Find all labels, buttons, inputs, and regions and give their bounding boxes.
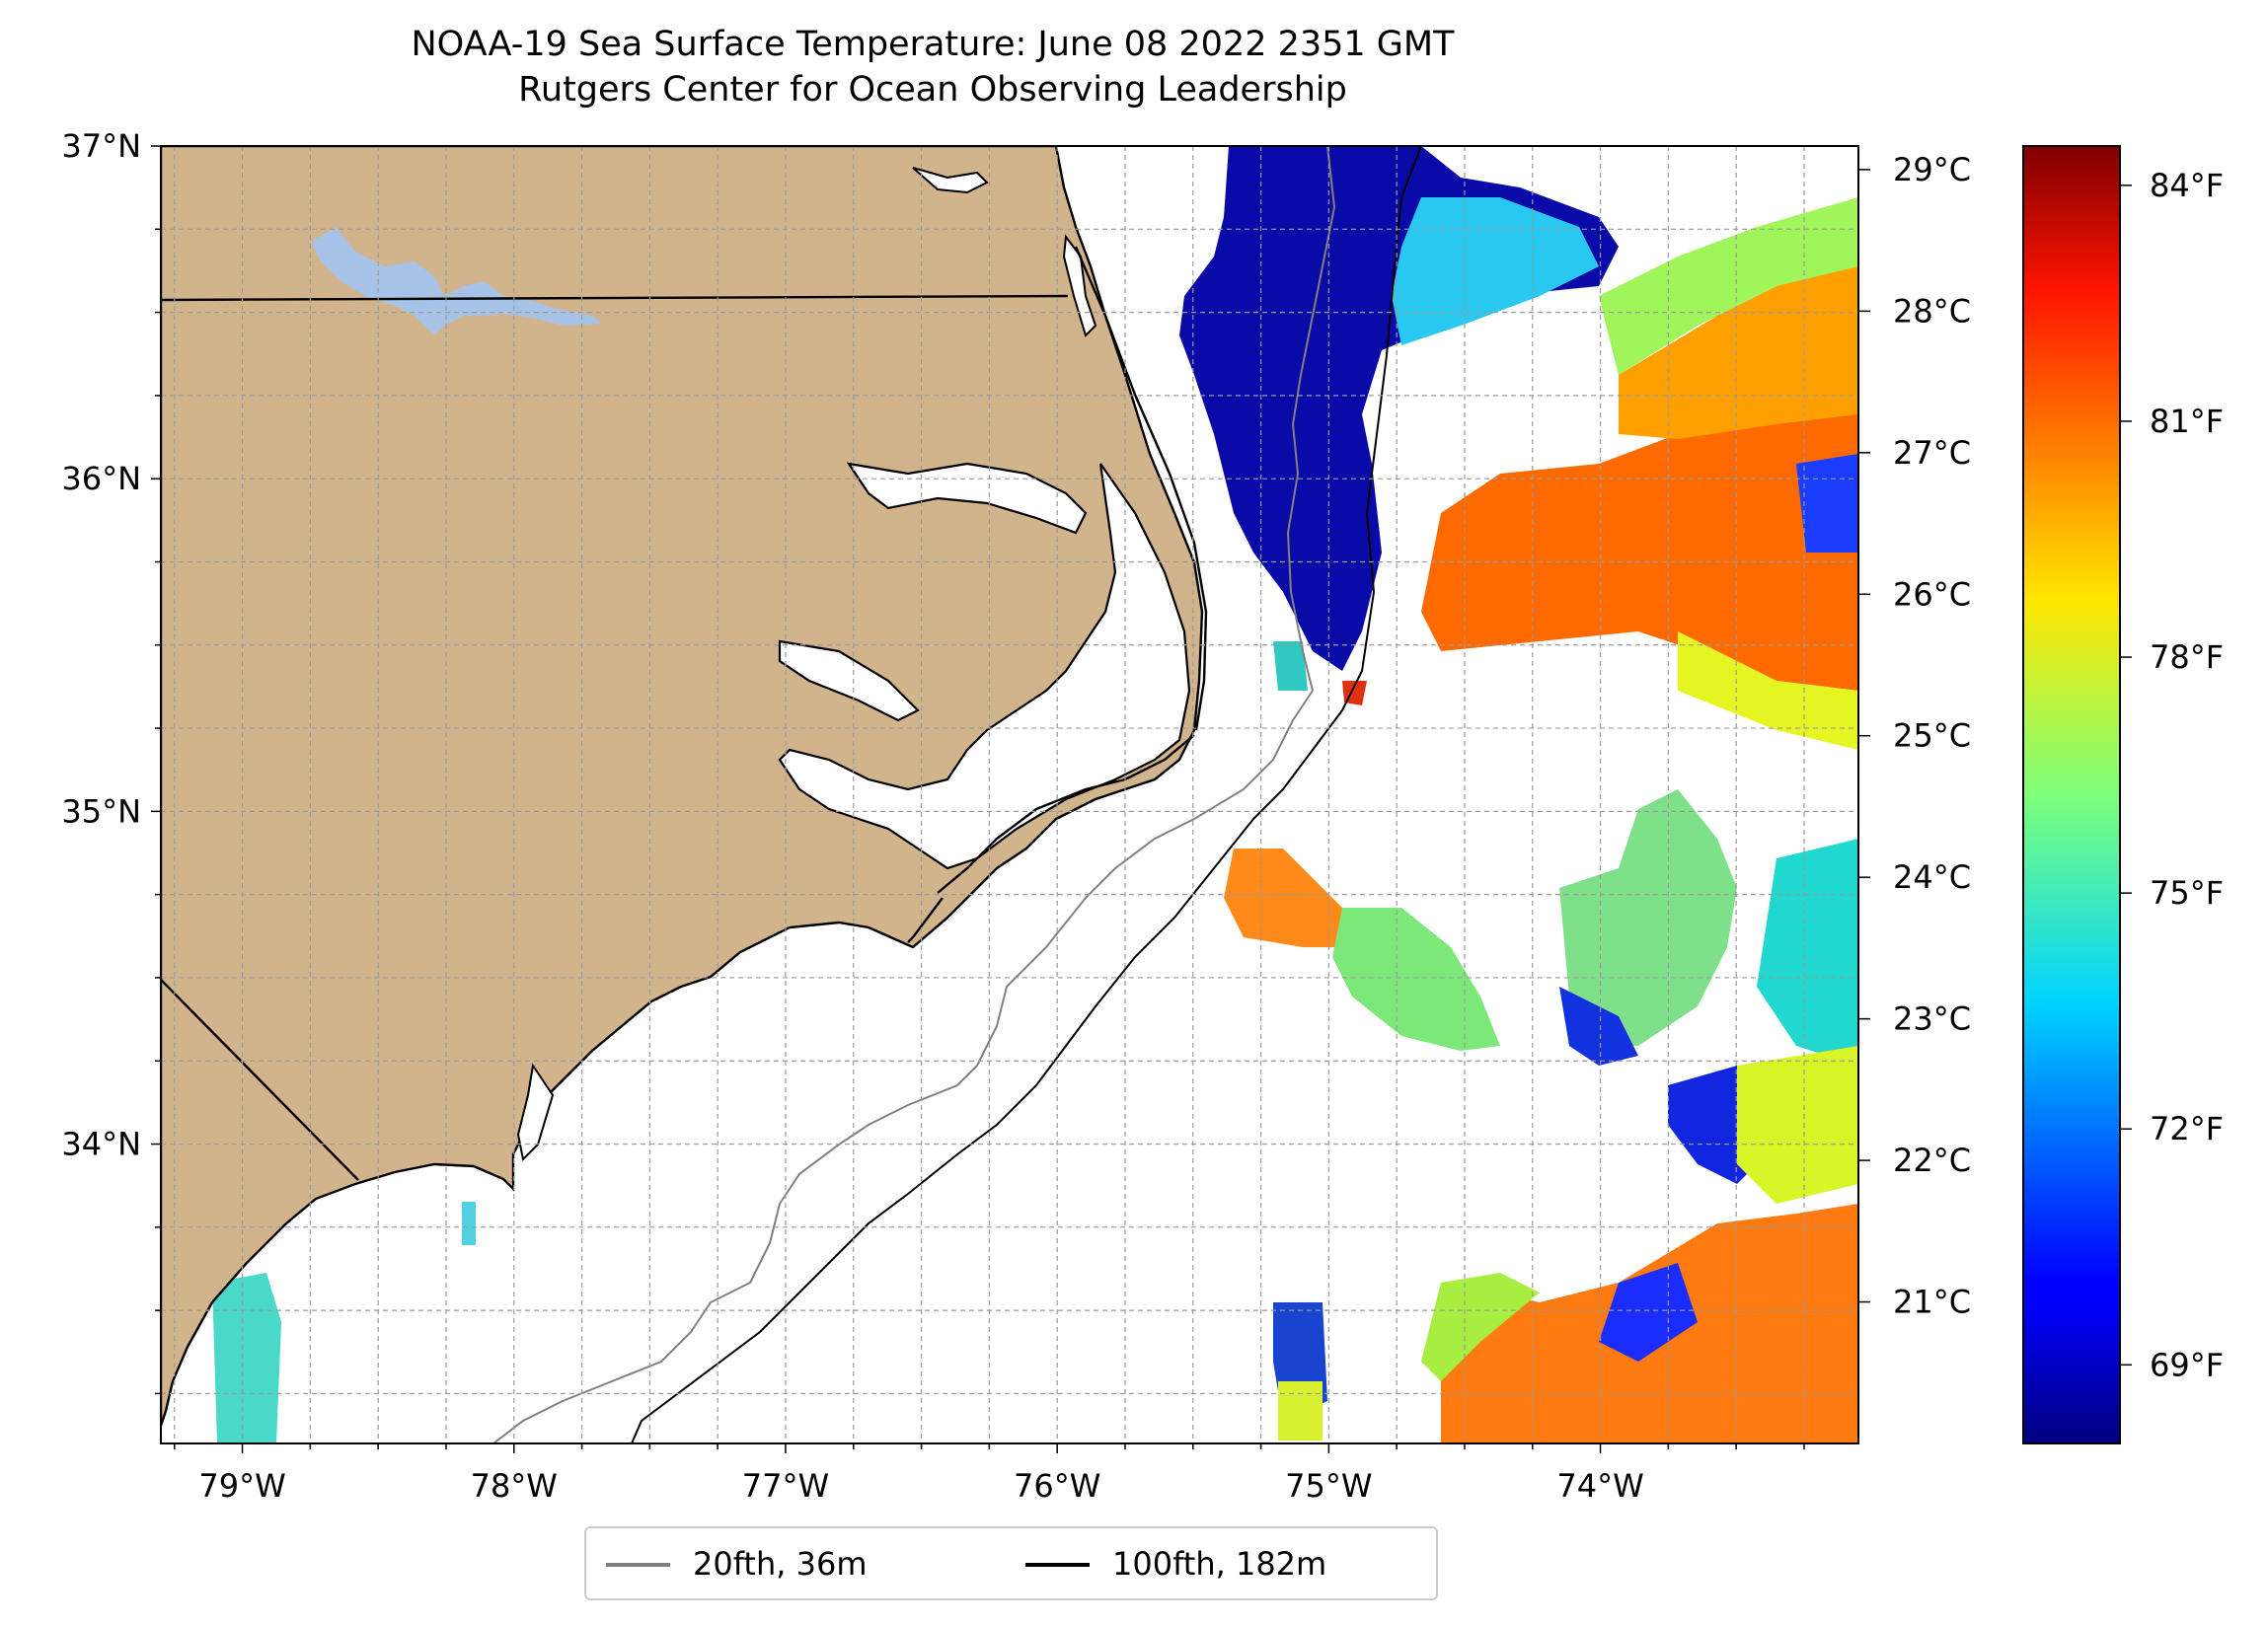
- sst-patch-south-green: [1421, 1273, 1540, 1381]
- lat-tick-label: 35°N: [61, 792, 141, 830]
- celsius-tick-label: 26°C: [1893, 575, 1971, 613]
- sst-patch-small-coast2: [462, 1202, 476, 1245]
- sst-patch-east-yellow: [1678, 631, 1858, 750]
- sst-patch-blue-right: [1796, 454, 1858, 553]
- sst-patch-warm-band: [1421, 395, 1858, 691]
- sst-patch-small-cyan: [1273, 641, 1308, 691]
- fahrenheit-tick-label: 84°F: [2150, 167, 2224, 204]
- celsius-tick-label: 22°C: [1893, 1142, 1971, 1179]
- celsius-tick-label: 24°C: [1893, 858, 1971, 896]
- sst-patch-north-cyan: [1392, 197, 1599, 345]
- sst-patch-southwest-coast: [212, 1273, 281, 1443]
- legend-label-100fth: 100fth, 182m: [1112, 1545, 1327, 1583]
- celsius-tick-label: 25°C: [1893, 717, 1971, 755]
- gridlines: [161, 146, 1858, 1443]
- cape-fear-river: [516, 1063, 555, 1162]
- sst-patch-southeast-yellow: [1737, 1046, 1858, 1204]
- colorbar-celsius-axis: 29°C 28°C 27°C 26°C 25°C 24°C 23°C 22°C 21°C: [1858, 151, 1971, 1321]
- lon-tick-label: 75°W: [1285, 1467, 1372, 1505]
- chart-title: NOAA-19 Sea Surface Temperature: June 08…: [0, 22, 1865, 112]
- lon-axis: 79°W 78°W 77°W 76°W 75°W 74°W: [174, 1443, 1805, 1505]
- celsius-tick-label: 28°C: [1893, 292, 1971, 330]
- bay-north: [912, 167, 989, 194]
- currituck-inlet: [1062, 234, 1097, 337]
- title-line-1: NOAA-19 Sea Surface Temperature: June 08…: [411, 25, 1455, 64]
- sst-patch-east-green: [1599, 197, 1858, 375]
- celsius-tick-label: 29°C: [1893, 151, 1971, 188]
- lat-tick-label: 36°N: [61, 460, 141, 497]
- lon-tick-label: 74°W: [1556, 1467, 1643, 1505]
- fahrenheit-tick-label: 75°F: [2150, 874, 2224, 912]
- lake-kerr: [311, 227, 602, 335]
- title-line-2: Rutgers Center for Ocean Observing Leade…: [518, 70, 1347, 110]
- fahrenheit-tick-label: 81°F: [2150, 403, 2224, 440]
- lat-axis: 37°N 36°N 35°N 34°N: [61, 127, 161, 1395]
- colorbar: [2022, 145, 2121, 1444]
- sst-patch-center-warm: [1224, 849, 1352, 947]
- lon-tick-label: 79°W: [198, 1467, 285, 1505]
- legend-label-20fth: 20fth, 36m: [693, 1545, 868, 1583]
- celsius-tick-label: 21°C: [1893, 1284, 1971, 1321]
- fahrenheit-tick-label: 78°F: [2150, 638, 2224, 676]
- sst-patch-south-small-yellow: [1278, 1381, 1323, 1441]
- pamlico-sound: [778, 463, 1191, 870]
- land-north-carolina: [161, 146, 1204, 1427]
- nc-va-border: [161, 294, 1069, 302]
- lon-tick-label: 76°W: [1014, 1467, 1100, 1505]
- isobath-20fth: [492, 146, 1336, 1443]
- map-area: [161, 146, 1858, 1443]
- lon-tick-label: 77°W: [742, 1467, 829, 1505]
- sst-patch-warm-mid: [1619, 257, 1858, 439]
- colorbar-fahrenheit-axis: 84°F 81°F 78°F 75°F 72°F 69°F: [2120, 167, 2224, 1383]
- sst-patch-far-east-cyan: [1757, 839, 1858, 1066]
- celsius-tick-label: 23°C: [1893, 1000, 1971, 1038]
- legend: 20fth, 36m 100fth, 182m: [584, 1526, 1438, 1600]
- inner-sound: [778, 639, 920, 722]
- sst-patch-south-east-green: [1559, 789, 1737, 1046]
- nc-sc-border: [161, 979, 359, 1181]
- sst-patch-center-mix: [1332, 908, 1500, 1051]
- lon-tick-label: 78°W: [471, 1467, 558, 1505]
- fahrenheit-tick-label: 72°F: [2150, 1110, 2224, 1147]
- legend-swatch-20fth: [606, 1563, 670, 1567]
- fahrenheit-tick-label: 69°F: [2150, 1346, 2224, 1383]
- celsius-tick-label: 27°C: [1893, 434, 1971, 472]
- isobath-100fth: [631, 146, 1422, 1443]
- lat-tick-label: 34°N: [61, 1126, 141, 1163]
- albemarle-sound: [846, 462, 1088, 535]
- sst-patch-south-east-blue: [1559, 987, 1638, 1066]
- outer-banks: [907, 246, 1208, 943]
- lat-tick-label: 37°N: [61, 127, 141, 165]
- sst-patch-south-blue: [1599, 1263, 1698, 1362]
- legend-swatch-100fth: [1025, 1563, 1090, 1567]
- map-frame: [160, 145, 1859, 1444]
